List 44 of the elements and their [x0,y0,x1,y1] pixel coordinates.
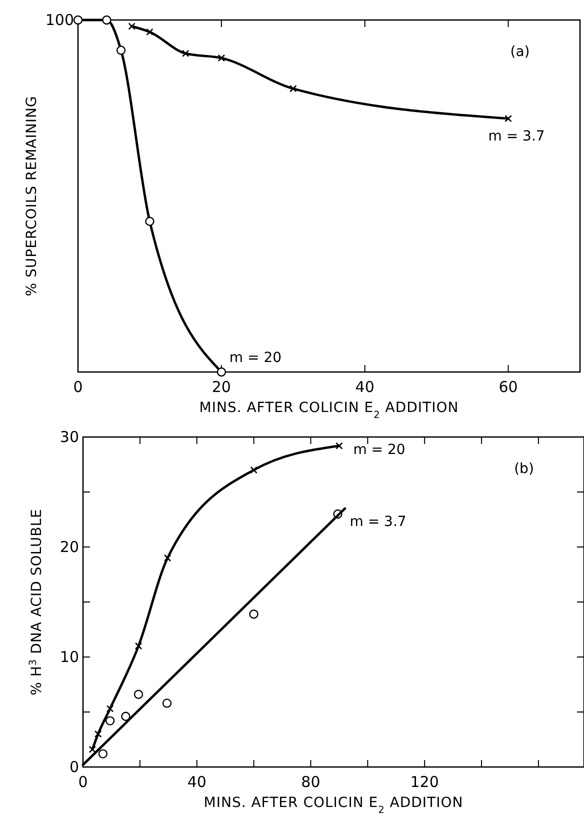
point [134,642,142,650]
point [102,15,112,25]
point [105,716,115,726]
point [116,46,126,55]
point [145,216,154,226]
point [94,730,102,738]
y-tick-label: 30 [60,428,79,446]
point [289,84,297,92]
series-label: m = 3.7 [350,514,406,530]
point [121,712,130,721]
series-label: m = 20 [229,350,282,366]
point [128,22,136,30]
point [73,15,83,25]
point [88,746,96,754]
x-tick-label: 40 [187,773,206,791]
x-tick-label: 20 [212,378,231,396]
point [182,50,190,58]
x-axis-title: MINS. AFTER COLICIN E$_{2}$ ADDITION [204,795,464,816]
point [250,466,258,474]
point [162,698,172,708]
point [98,749,108,758]
x-tick-label: 40 [355,378,374,396]
y-tick-label: 10 [60,648,79,666]
legend-label: m = 20 [353,442,406,458]
point [134,690,144,699]
point [249,610,258,619]
annotation: (b) [514,461,534,477]
annotation: (a) [510,44,530,60]
x-tick-label: 120 [410,773,439,791]
x-tick-label: 60 [498,378,518,396]
y-axis-title: % SUPERCOILS REMAINING [24,96,40,296]
x-tick-label: 80 [301,773,320,791]
series-label: m = 3.7 [488,128,545,145]
point [216,367,226,377]
text: 100 [45,11,74,29]
y-tick-label: 0 [69,758,79,776]
x-axis-title: MINS. AFTER COLICIN E$_{2}$ ADDITION [199,400,459,420]
point [336,442,343,450]
point [504,114,512,122]
point [218,54,226,62]
point [106,705,114,712]
y-tick-label: 20 [60,538,79,556]
point [146,28,154,36]
point [164,554,172,562]
